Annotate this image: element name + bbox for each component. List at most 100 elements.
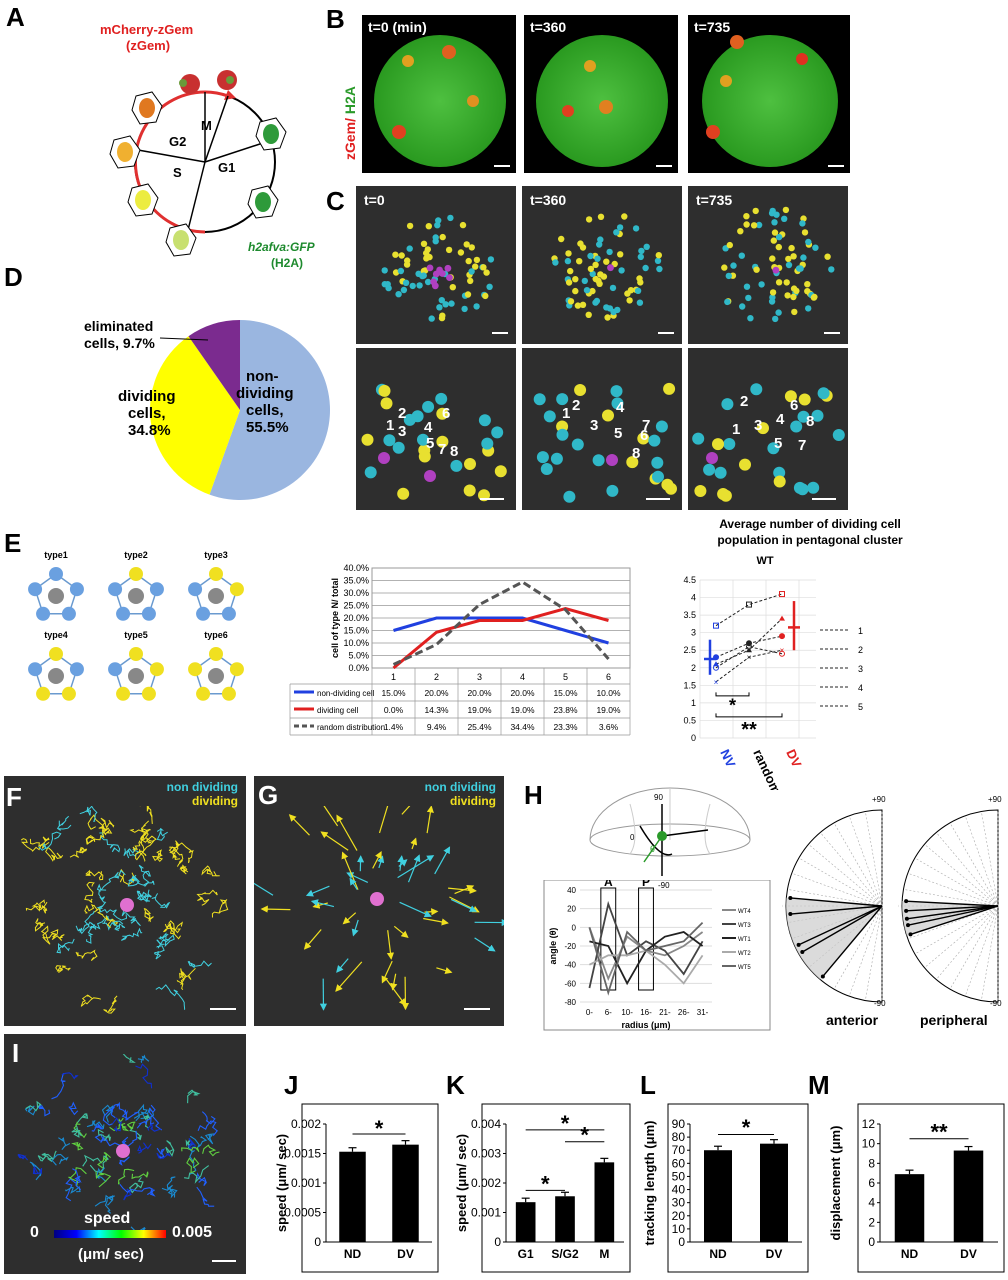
cell-dot-eliminated [772,266,780,274]
cell-sphere [435,392,448,405]
cell-dot [464,291,472,298]
chart-frame [667,1103,809,1273]
fan-label: +90 [988,795,1002,804]
cell-dot [771,229,779,236]
trajectory [112,920,126,931]
cell-sphere [721,398,734,411]
series-line-3 [715,649,783,683]
cell-sphere [739,458,751,471]
trajectory [80,994,101,1007]
ytick: 10 [862,1137,876,1151]
cell-sphere-eliminated [706,452,718,464]
speed-trajectory [147,1122,162,1132]
cell-dot [402,279,410,286]
cell-dot [381,267,388,274]
trajectory [143,907,154,923]
scalebar [824,332,840,334]
cell-dot [606,248,613,256]
cell-sphere [361,433,374,446]
point [713,622,719,629]
b3-time: t=735 [694,19,731,35]
cell-dot [797,265,804,272]
pie-slice-dividing [149,336,240,495]
cell-dot-eliminated [607,264,614,272]
cell-dot [572,276,579,283]
cell-dot-eliminated [431,282,439,290]
cell-sphere [392,441,405,454]
displacement-vector [349,877,358,890]
point [713,664,719,671]
fan-ray [936,832,999,907]
speed-trajectory [65,1185,81,1194]
trajectory [121,910,141,927]
ytick: 2 [868,1215,875,1229]
xlabel-nv: NV [717,747,738,770]
cell-dot [567,267,574,275]
displacement-vector [450,898,477,912]
center-marker [370,892,384,906]
ylabel: speed (μm/ sec) [274,1134,289,1232]
cell-map-c3: t=735 [688,186,848,344]
cell-sphere [397,487,410,500]
speed-trajectory [25,1100,42,1112]
arrow-arc [639,825,673,856]
chart-frame [543,880,771,1031]
speed-trajectory [201,1111,216,1125]
cell-sphere [651,456,664,469]
point [713,661,719,667]
ytick: 50 [672,1169,686,1183]
pie-slice-nondividing [209,320,330,500]
displacement-vector [401,806,411,815]
cell-sphere [661,478,674,491]
displacement-vector [426,806,434,834]
zgem-label: (zGem) [126,38,171,53]
cell-dot [743,283,751,290]
category-label: M [599,1247,609,1261]
displacement-vector [436,967,453,975]
phase-m: M [201,118,212,133]
leader-line [159,337,209,341]
cell-dot [463,241,470,248]
ytick: 0 [691,733,696,743]
cell-sphere [797,410,810,423]
vertex-cell [116,606,131,621]
cell-dot [637,253,644,261]
displacement-vector [377,855,385,869]
cell-dot [594,255,601,262]
cell-dot [425,223,432,230]
cell-dot [626,297,633,304]
sig-star: * [742,1115,751,1140]
ytick: -20 [564,942,576,951]
displacement-vector [378,806,389,834]
scalebar [658,332,674,334]
cell-dot [739,303,746,310]
trajectory [187,960,212,969]
trajectory [168,920,183,935]
cell-dot [752,207,759,215]
fan-arrow-head [904,899,909,904]
c2-dots [551,213,663,321]
vertex-cell [28,582,43,597]
displacement-vector [434,846,451,875]
vertex-cell [188,662,203,677]
displacement-vector [407,854,421,883]
speed-trajectory [187,1089,201,1104]
point-marker [657,831,667,841]
panel-label-l: L [640,1070,656,1100]
c1-time: t=0 [364,192,385,208]
fan-arrow [822,905,883,977]
fan-label: 0 [898,902,899,911]
trajectory [96,905,128,921]
table-cell: 10.0% [596,688,621,698]
cell-sphere [719,489,732,502]
cell-dot [467,277,474,285]
speed-trajectory [118,1156,130,1166]
fan-arrow [910,905,999,936]
cell-dot [574,302,582,309]
type-label: type5 [124,630,148,640]
speed-trajectory [167,1186,178,1199]
cell-sphere-eliminated [378,452,390,464]
speed-trajectory [91,1123,104,1132]
cell-dot [805,305,812,312]
series-line-0 [393,616,609,645]
